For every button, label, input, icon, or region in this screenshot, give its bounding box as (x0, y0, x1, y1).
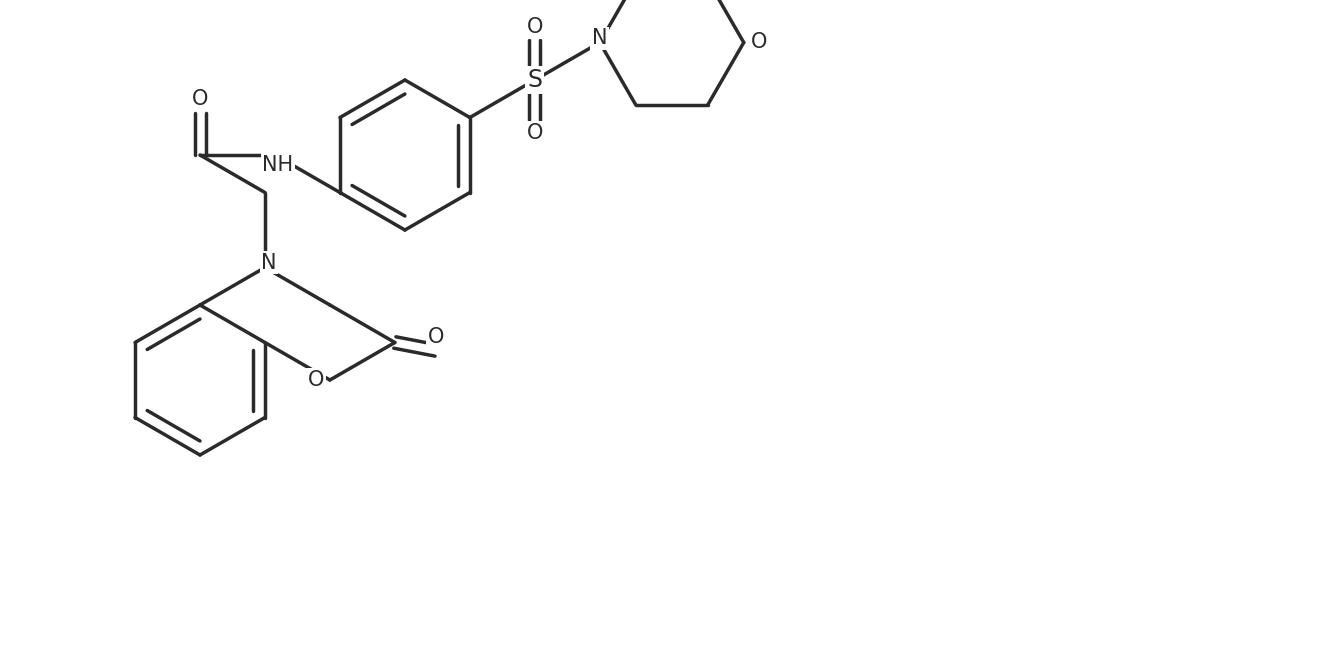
Text: O: O (192, 89, 208, 109)
Text: N: N (592, 28, 607, 48)
Text: S: S (527, 68, 543, 92)
Text: O: O (527, 17, 543, 37)
Text: NH: NH (263, 155, 293, 175)
Text: O: O (527, 123, 543, 143)
Text: O: O (751, 32, 767, 53)
Text: O: O (308, 370, 324, 390)
Text: N: N (261, 253, 276, 273)
Text: O: O (428, 327, 444, 347)
